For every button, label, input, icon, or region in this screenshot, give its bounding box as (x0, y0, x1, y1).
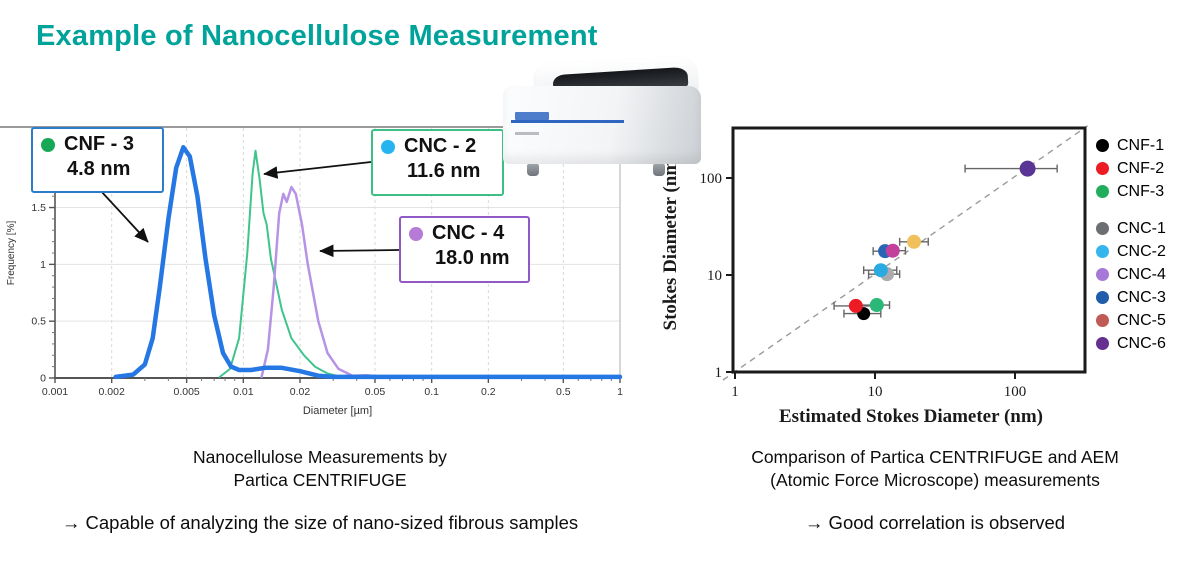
callout-cnc2: CNC - 2 11.6 nm (371, 129, 504, 196)
legend-dot (1096, 291, 1109, 304)
legend-dot (1096, 222, 1109, 235)
legend-label: CNF-1 (1117, 136, 1165, 154)
series-dot-cnf3 (41, 137, 55, 152)
legend-label: CNC-1 (1117, 219, 1166, 237)
point-CNF-2 (848, 298, 863, 313)
legend-label: CNC-6 (1117, 334, 1166, 352)
legend-label: CNC-3 (1117, 288, 1166, 306)
legend-label: CNC-4 (1117, 265, 1166, 283)
svg-text:0.5: 0.5 (31, 316, 46, 328)
instrument-stripe (510, 120, 624, 123)
legend-item-cnc-4: CNC-4 (1096, 263, 1166, 286)
callout-cnf3-value: 4.8 nm (67, 158, 131, 180)
left-chart-caption: Nanocellulose Measurements by Partica CE… (40, 446, 600, 492)
legend-label: CNC-2 (1117, 242, 1166, 260)
instrument-small-text (514, 132, 539, 135)
scatter-chart: 1 10 100 1 10 100 Estimated Stokes Diameter (n… (660, 125, 1088, 427)
legend-item-cnf-2: CNF-2 (1096, 157, 1166, 180)
x-axis-label: Estimated Stokes Diameter (nm) (779, 406, 1043, 427)
legend-gap (1096, 203, 1166, 217)
svg-text:0.05: 0.05 (365, 386, 386, 398)
point-CNC-6 (1019, 160, 1036, 177)
svg-text:1: 1 (617, 386, 623, 398)
instrument-image (503, 55, 701, 176)
point-CNC-4 (885, 243, 900, 258)
svg-text:100: 100 (700, 171, 723, 187)
legend-dot (1096, 162, 1109, 175)
y-axis-label: Frequency [%] (6, 221, 17, 286)
instrument-foot (526, 164, 539, 176)
instrument-body (503, 86, 701, 164)
right-caption-line1: Comparison of Partica CENTRIFUGE and AEM (751, 447, 1119, 467)
point-CNF-3 (869, 298, 884, 313)
legend-item-cnc-6: CNC-6 (1096, 332, 1166, 355)
legend-label: CNC-5 (1117, 311, 1166, 329)
y-axis-label: Stokes Diameter (nm) (660, 154, 681, 331)
instrument-foot (653, 164, 666, 176)
legend-dot (1096, 139, 1109, 152)
legend-item-cnc-5: CNC-5 (1096, 309, 1166, 332)
svg-text:1: 1 (731, 384, 739, 400)
series-dot-cnc4 (409, 226, 423, 241)
legend-item-cnc-3: CNC-3 (1096, 286, 1166, 309)
callout-cnc4-label: CNC - 4 (432, 222, 505, 244)
scatter-legend: CNF-1 CNF-2 CNF-3 CNC-1 CNC-2 CNC-4 CNC-3 CNC-5… (1096, 134, 1166, 355)
svg-text:0.002: 0.002 (99, 386, 125, 398)
curve-CNF-3 (113, 145, 623, 380)
legend-label: CNF-2 (1117, 159, 1165, 177)
svg-text:0.02: 0.02 (290, 386, 311, 398)
svg-text:10: 10 (707, 268, 722, 284)
legend-dot (1096, 268, 1109, 281)
legend-dot (1096, 314, 1109, 327)
legend-item-cnc-2: CNC-2 (1096, 240, 1166, 263)
instrument-logo (514, 112, 549, 120)
callout-cnf3: CNF - 3 4.8 nm (31, 127, 164, 193)
left-takeaway: → Capable of analyzing the size of nano-… (61, 512, 579, 533)
svg-text:100: 100 (1004, 384, 1027, 400)
svg-text:0: 0 (40, 373, 46, 385)
point-CNC-2 (873, 263, 888, 278)
svg-text:1.5: 1.5 (31, 202, 46, 214)
point-CNC-5 (907, 234, 922, 249)
series-dot-cnc2 (381, 139, 395, 154)
svg-text:0.1: 0.1 (424, 386, 439, 398)
callout-cnc2-value: 11.6 nm (407, 160, 481, 182)
legend-dot (1096, 337, 1109, 350)
svg-text:0.001: 0.001 (42, 386, 68, 398)
page-title: Example of Nanocellulose Measurement (36, 20, 598, 52)
callout-cnc2-label: CNC - 2 (404, 135, 477, 157)
left-caption-line2: Partica CENTRIFUGE (233, 470, 407, 490)
legend-item-cnf-1: CNF-1 (1096, 134, 1166, 157)
callout-cnc4-value: 18.0 nm (435, 247, 510, 269)
legend-dot (1096, 245, 1109, 258)
callout-cnc4: CNC - 4 18.0 nm (399, 216, 530, 283)
legend-item-cnf-3: CNF-3 (1096, 180, 1166, 203)
right-chart-caption: Comparison of Partica CENTRIFUGE and AEM… (680, 446, 1190, 492)
legend-label: CNF-3 (1117, 182, 1165, 200)
svg-text:10: 10 (868, 384, 883, 400)
svg-text:1: 1 (715, 365, 723, 381)
svg-text:0.01: 0.01 (233, 386, 254, 398)
legend-dot (1096, 185, 1109, 198)
x-axis-label: Diameter [µm] (303, 405, 372, 417)
callout-cnf3-label: CNF - 3 (64, 133, 134, 155)
svg-text:0.2: 0.2 (481, 386, 496, 398)
svg-text:0.5: 0.5 (556, 386, 571, 398)
right-takeaway: → Good correlation is observed (804, 512, 1066, 533)
svg-text:0.005: 0.005 (173, 386, 199, 398)
right-caption-line2: (Atomic Force Microscope) measurements (770, 470, 1100, 490)
legend-item-cnc-1: CNC-1 (1096, 217, 1166, 240)
left-caption-line1: Nanocellulose Measurements by (193, 447, 447, 467)
svg-text:1: 1 (40, 259, 46, 271)
